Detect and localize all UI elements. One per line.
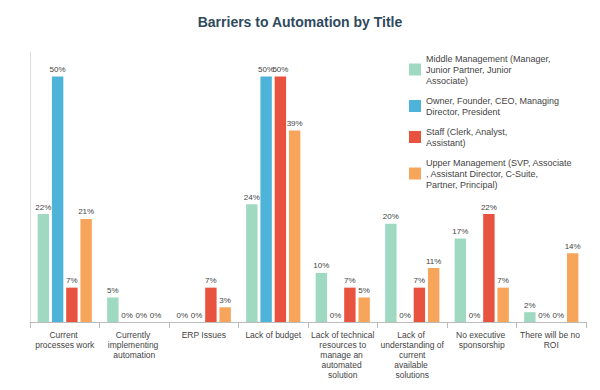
svg-text:Currently: Currently (116, 330, 153, 340)
svg-text:17%: 17% (452, 227, 468, 236)
svg-text:Associate): Associate) (426, 76, 468, 86)
svg-text:resources to: resources to (317, 340, 369, 350)
svg-text:50%: 50% (258, 65, 275, 74)
svg-text:7%: 7% (66, 276, 78, 285)
svg-text:implementing: implementing (108, 340, 161, 350)
svg-text:Partner, Principal): Partner, Principal) (426, 180, 498, 190)
svg-text:14%: 14% (565, 242, 581, 251)
svg-text:ROI: ROI (544, 340, 559, 350)
svg-text:Director, President: Director, President (426, 107, 501, 117)
svg-text:5%: 5% (107, 286, 119, 295)
svg-text:Lack of: Lack of (397, 330, 427, 340)
svg-text:0%: 0% (538, 311, 550, 320)
svg-text:available: available (394, 360, 430, 370)
svg-text:understanding of: understanding of (381, 340, 445, 350)
svg-text:processes work: processes work (35, 340, 95, 350)
svg-text:Upper Management (SVP, Associa: Upper Management (SVP, Associate (426, 158, 571, 168)
svg-text:Lack of technical: Lack of technical (311, 330, 374, 340)
svg-text:current: current (397, 350, 428, 360)
svg-text:21%: 21% (78, 207, 94, 216)
svg-text:0%: 0% (121, 311, 133, 320)
svg-text:0%: 0% (177, 311, 189, 320)
svg-text:7%: 7% (497, 276, 509, 285)
svg-text:No executive: No executive (456, 330, 508, 340)
svg-text:7%: 7% (414, 276, 426, 285)
svg-text:22%: 22% (35, 203, 51, 212)
svg-text:Current: Current (49, 330, 80, 340)
svg-text:0%: 0% (136, 311, 148, 320)
svg-text:5%: 5% (358, 286, 370, 295)
svg-text:10%: 10% (313, 261, 329, 270)
svg-text:24%: 24% (244, 193, 260, 202)
svg-text:solution: solution (328, 370, 358, 380)
svg-text:20%: 20% (383, 212, 399, 221)
svg-text:2%: 2% (524, 301, 536, 310)
svg-text:22%: 22% (481, 203, 497, 212)
svg-text:7%: 7% (205, 276, 217, 285)
svg-text:11%: 11% (426, 257, 441, 266)
svg-text:Owner, Founder, CEO, Managing: Owner, Founder, CEO, Managing (426, 96, 562, 106)
svg-text:3%: 3% (219, 296, 231, 305)
svg-text:7%: 7% (344, 276, 356, 285)
svg-text:automated: automated (321, 360, 364, 370)
svg-text:0%: 0% (191, 311, 203, 320)
svg-text:, Assistant Director, C-Suite,: , Assistant Director, C-Suite, (426, 169, 541, 179)
svg-text:solutions: solutions (395, 370, 429, 380)
svg-text:There will be no: There will be no (520, 330, 582, 340)
svg-text:0%: 0% (399, 311, 411, 320)
svg-text:Assistant): Assistant) (426, 138, 466, 148)
svg-text:Barriers to Automation by Titl: Barriers to Automation by Title (198, 14, 403, 30)
svg-text:manage an: manage an (320, 350, 365, 360)
svg-text:Lack of budget: Lack of budget (245, 330, 301, 340)
svg-text:Staff (Clerk, Analyst,: Staff (Clerk, Analyst, (426, 127, 510, 137)
svg-text:0%: 0% (330, 311, 342, 320)
svg-text:sponsorship: sponsorship (459, 340, 505, 350)
svg-text:50%: 50% (272, 65, 288, 74)
svg-text:ERP Issues: ERP Issues (182, 330, 226, 340)
svg-text:39%: 39% (287, 119, 303, 128)
svg-text:0%: 0% (553, 311, 565, 320)
svg-text:0%: 0% (150, 311, 162, 320)
svg-text:Middle Management (Manager,: Middle Management (Manager, (426, 54, 553, 64)
svg-text:0%: 0% (469, 311, 481, 320)
svg-text:Junior Partner, Junior: Junior Partner, Junior (426, 65, 514, 75)
svg-text:automation: automation (113, 350, 155, 360)
svg-text:50%: 50% (50, 65, 66, 74)
